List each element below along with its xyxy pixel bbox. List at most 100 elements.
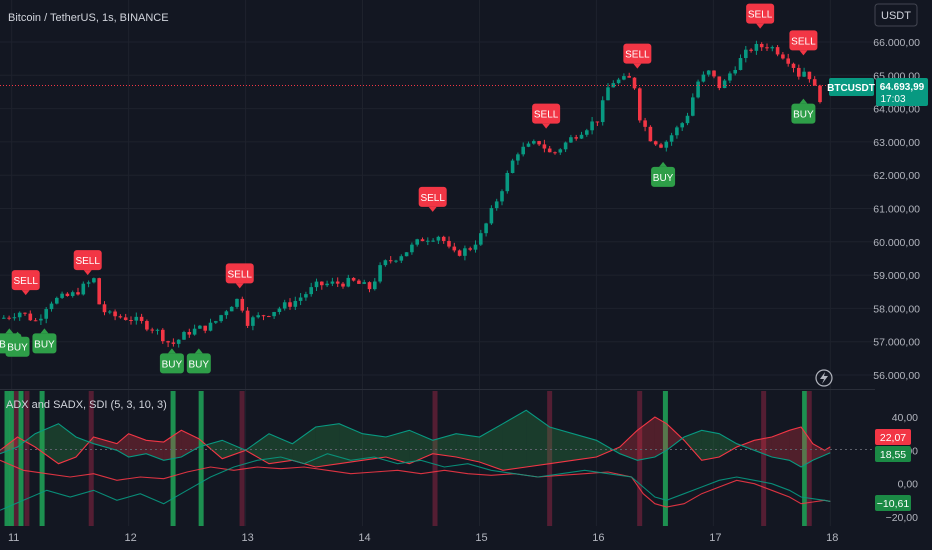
- candle-body: [176, 339, 181, 344]
- candle-body: [298, 297, 303, 301]
- indicator-fill: [549, 427, 573, 464]
- candle-body: [341, 283, 345, 287]
- sell-signal-pointer: [21, 290, 30, 296]
- candle-body: [351, 277, 356, 281]
- indicator-last-value-tag: [875, 495, 911, 511]
- candle-body: [420, 239, 425, 242]
- symbol-title[interactable]: Bitcoin / TetherUS, 1s, BINANCE: [8, 12, 169, 24]
- buy-signal-pointer: [40, 328, 49, 334]
- indicator-title[interactable]: ADX and SADX, SDI (5, 3, 10, 3): [6, 399, 167, 411]
- indicator-fill: [362, 433, 386, 461]
- indicator-tick-label: 0,00: [898, 479, 919, 491]
- candle-body: [123, 317, 128, 320]
- sell-signal-label: SELL: [75, 256, 100, 267]
- time-tick-label: 15: [475, 532, 487, 544]
- candle-body: [765, 47, 769, 49]
- indicator-last-value-tag: [875, 446, 911, 462]
- candle-body: [378, 265, 382, 282]
- candle-body: [198, 325, 202, 329]
- candle-body: [108, 311, 112, 313]
- candle-body: [92, 278, 96, 283]
- candle-body: [150, 329, 154, 331]
- candle-body: [330, 281, 335, 284]
- candle-body: [675, 127, 679, 136]
- time-tick-label: 18: [826, 532, 838, 544]
- time-axis[interactable]: 11 12 13 14 15 16 17 18: [8, 532, 838, 544]
- buy-signal-label: BUY: [34, 339, 55, 350]
- candle-body: [770, 47, 775, 49]
- candle-body: [590, 121, 594, 131]
- indicator-line: [0, 459, 831, 508]
- candle-body: [335, 281, 340, 284]
- candle-body: [691, 97, 695, 116]
- candle-body: [717, 76, 722, 89]
- buy-signal-badge: [186, 353, 211, 374]
- candle-body: [155, 329, 160, 331]
- candle-body: [139, 316, 144, 322]
- time-tick-label: 11: [8, 532, 19, 544]
- indicator-fill: [245, 433, 269, 464]
- candle-body: [187, 332, 192, 335]
- candle-body: [60, 293, 64, 298]
- candle-body: [12, 317, 17, 319]
- candle-body: [208, 322, 213, 331]
- buy-signal-pointer: [13, 331, 22, 337]
- candle-body: [775, 47, 780, 55]
- candle-body: [643, 120, 647, 127]
- candle-body: [479, 233, 483, 245]
- sell-signal-label: SELL: [748, 10, 773, 21]
- indicator-signal-band: [637, 391, 643, 526]
- candle-body: [722, 80, 727, 89]
- buy-signal-badge: [791, 103, 816, 124]
- indicator-fill: [432, 433, 457, 457]
- candle-body: [235, 298, 239, 307]
- sell-signal-badge: [746, 3, 775, 24]
- candle-body: [203, 325, 207, 331]
- candle-body: [134, 316, 139, 321]
- indicator-fill: [35, 423, 59, 464]
- candle-body: [547, 148, 552, 153]
- candle-body: [240, 298, 245, 311]
- candlestick-series[interactable]: [2, 40, 822, 348]
- candle-body: [267, 316, 271, 318]
- candle-body: [410, 244, 414, 253]
- buy-signal-badge: [159, 353, 184, 374]
- indicator-signal-band: [802, 391, 808, 526]
- candle-body: [102, 304, 107, 313]
- price-tick-label: 56.000,00: [873, 370, 920, 382]
- candle-body: [70, 292, 75, 296]
- currency-button[interactable]: USDT: [874, 3, 918, 27]
- indicator-signal-band: [9, 391, 15, 526]
- indicator-series[interactable]: [0, 409, 831, 511]
- sell-signal-pointer: [756, 23, 765, 29]
- indicator-fill: [666, 423, 685, 451]
- indicator-fill: [754, 437, 772, 457]
- candle-body: [797, 67, 801, 77]
- candle-body: [76, 292, 80, 295]
- grid-lines: [0, 0, 875, 526]
- candle-body: [113, 311, 117, 317]
- sell-signal-pointer: [428, 206, 437, 212]
- price-tick-label: 61.000,00: [873, 204, 920, 216]
- indicator-signal-band: [4, 391, 10, 526]
- buy-signal-label: BUY: [189, 359, 210, 370]
- candle-body: [399, 256, 404, 261]
- candle-body: [23, 312, 27, 314]
- candle-body: [49, 303, 54, 310]
- indicator-tick-label: 40,00: [892, 412, 918, 424]
- candle-body: [415, 239, 419, 245]
- indicator-fill: [771, 430, 790, 461]
- candle-body: [473, 244, 478, 250]
- sell-signal-badge: [225, 263, 254, 284]
- time-tick-label: 14: [358, 532, 370, 544]
- lightning-icon[interactable]: [815, 369, 833, 387]
- price-tick-label: 62.000,00: [873, 170, 920, 182]
- buy-signal-label: BUY: [162, 359, 183, 370]
- candle-body: [383, 260, 388, 266]
- indicator-fill: [0, 437, 18, 454]
- buy-signal-pointer: [194, 348, 203, 354]
- candle-body: [388, 260, 393, 262]
- price-axis[interactable]: 66.000,0065.000,0064.000,0063.000,0062.0…: [873, 37, 920, 382]
